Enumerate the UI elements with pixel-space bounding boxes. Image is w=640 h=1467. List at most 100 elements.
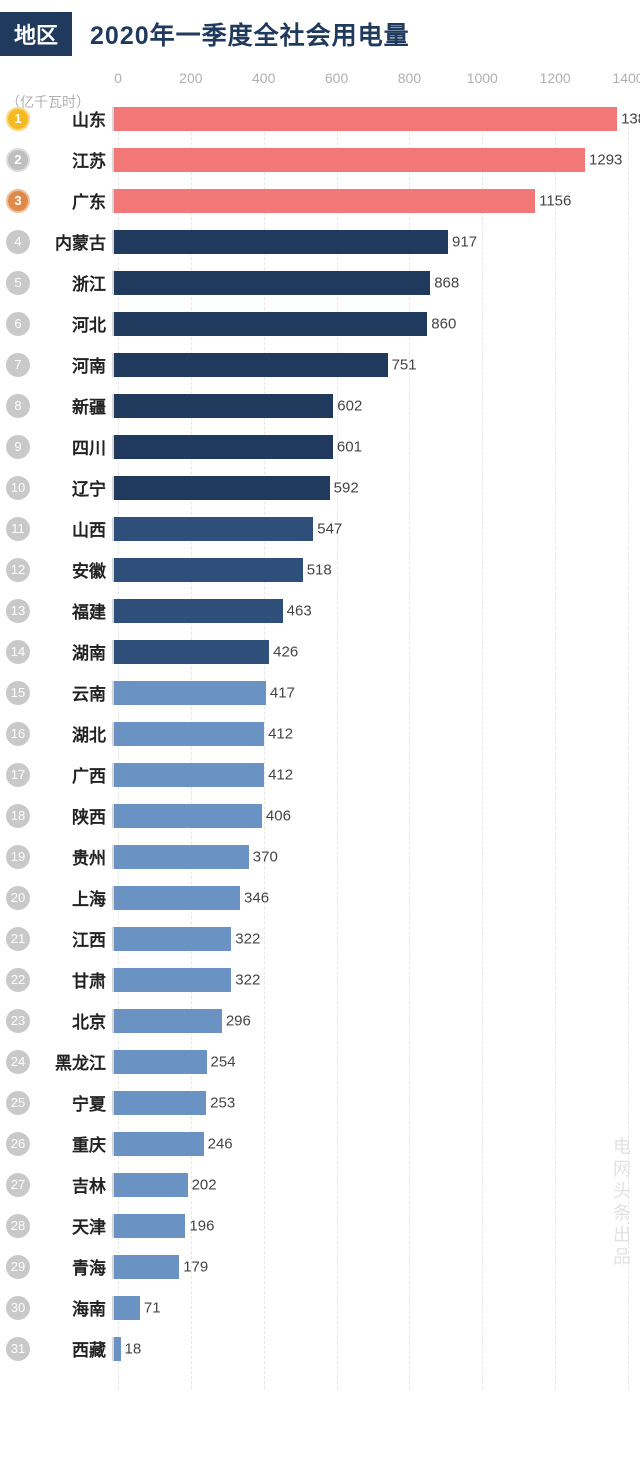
rank-badge: 19	[6, 845, 30, 869]
bar	[114, 1173, 188, 1197]
bar-track: 917	[112, 230, 622, 254]
bar-row: 26重庆246	[0, 1123, 640, 1164]
x-tick: 1200	[540, 70, 571, 86]
bar-row: 11山西547	[0, 508, 640, 549]
bar-value: 412	[264, 725, 293, 742]
bar-row: 19贵州370	[0, 836, 640, 877]
bar	[114, 845, 249, 869]
bar-value: 518	[303, 561, 332, 578]
bar-track: 547	[112, 517, 622, 541]
bar-track: 417	[112, 681, 622, 705]
rank-badge: 9	[6, 435, 30, 459]
rank-badge: 23	[6, 1009, 30, 1033]
x-axis: 0200400600800100012001400	[0, 70, 640, 94]
bar	[114, 312, 427, 336]
bar-row: 5浙江868	[0, 262, 640, 303]
bar-row: 28天津196	[0, 1205, 640, 1246]
bar-track: 296	[112, 1009, 622, 1033]
bar-value: 602	[333, 397, 362, 414]
bar	[114, 1009, 222, 1033]
bar-row: 24黑龙江254	[0, 1041, 640, 1082]
bar	[114, 148, 585, 172]
region-label: 浙江	[30, 270, 112, 295]
bar-row: 1山东1381	[0, 98, 640, 139]
bar	[114, 1050, 207, 1074]
region-label: 贵州	[30, 844, 112, 869]
region-label: 青海	[30, 1254, 112, 1279]
bar-value: 601	[333, 438, 362, 455]
bar	[114, 1132, 204, 1156]
bar	[114, 804, 262, 828]
bar-value: 346	[240, 889, 269, 906]
bar-value: 1156	[535, 192, 571, 209]
bar-track: 592	[112, 476, 622, 500]
bar-value: 18	[121, 1340, 142, 1357]
region-label: 广东	[30, 188, 112, 213]
bar-value: 417	[266, 684, 295, 701]
region-label: 黑龙江	[30, 1049, 112, 1074]
rank-badge: 22	[6, 968, 30, 992]
bar	[114, 353, 388, 377]
region-label: 四川	[30, 434, 112, 459]
bar-row: 31西藏18	[0, 1328, 640, 1369]
bar-value: 860	[427, 315, 456, 332]
bar-track: 71	[112, 1296, 622, 1320]
region-label: 安徽	[30, 557, 112, 582]
bar-row: 2江苏1293	[0, 139, 640, 180]
bar-row: 14湖南426	[0, 631, 640, 672]
chart-area: 0200400600800100012001400 （亿千瓦时） 1山东1381…	[0, 64, 640, 1389]
bar-row: 12安徽518	[0, 549, 640, 590]
rank-badge: 31	[6, 1337, 30, 1361]
region-label: 江西	[30, 926, 112, 951]
region-label: 广西	[30, 762, 112, 787]
rank-badge: 18	[6, 804, 30, 828]
bar	[114, 476, 330, 500]
bar-track: 518	[112, 558, 622, 582]
rank-badge: 10	[6, 476, 30, 500]
region-label: 河北	[30, 311, 112, 336]
bar	[114, 763, 264, 787]
bar	[114, 271, 430, 295]
bar-row: 7河南751	[0, 344, 640, 385]
bar	[114, 394, 333, 418]
rank-badge: 21	[6, 927, 30, 951]
bar-row: 22甘肃322	[0, 959, 640, 1000]
bar	[114, 189, 535, 213]
bar-track: 860	[112, 312, 622, 336]
bar-row: 20上海346	[0, 877, 640, 918]
rank-badge: 29	[6, 1255, 30, 1279]
bar-track: 1381	[112, 107, 622, 131]
bar-value: 406	[262, 807, 291, 824]
region-label: 北京	[30, 1008, 112, 1033]
region-label: 海南	[30, 1295, 112, 1320]
bar	[114, 230, 448, 254]
bar-track: 1293	[112, 148, 622, 172]
bar	[114, 927, 231, 951]
region-tag: 地区	[0, 12, 72, 56]
rank-badge: 5	[6, 271, 30, 295]
bar-rows: 1山东13812江苏12933广东11564内蒙古9175浙江8686河北860…	[0, 98, 640, 1389]
region-label: 天津	[30, 1213, 112, 1238]
bar-value: 179	[179, 1258, 208, 1275]
bar-value: 322	[231, 971, 260, 988]
bar-track: 246	[112, 1132, 622, 1156]
bar-row: 8新疆602	[0, 385, 640, 426]
rank-badge: 16	[6, 722, 30, 746]
bar-value: 917	[448, 233, 477, 250]
rank-badge: 11	[6, 517, 30, 541]
bar-value: 547	[313, 520, 342, 537]
bar	[114, 1296, 140, 1320]
x-tick: 0	[114, 70, 122, 86]
bar-track: 370	[112, 845, 622, 869]
region-label: 湖北	[30, 721, 112, 746]
region-label: 河南	[30, 352, 112, 377]
bar-track: 346	[112, 886, 622, 910]
bar-track: 868	[112, 271, 622, 295]
region-label: 江苏	[30, 147, 112, 172]
region-label: 新疆	[30, 393, 112, 418]
region-label: 吉林	[30, 1172, 112, 1197]
bar-track: 322	[112, 968, 622, 992]
region-label: 宁夏	[30, 1090, 112, 1115]
bar-row: 29青海 179	[0, 1246, 640, 1287]
bar-track: 196	[112, 1214, 622, 1238]
